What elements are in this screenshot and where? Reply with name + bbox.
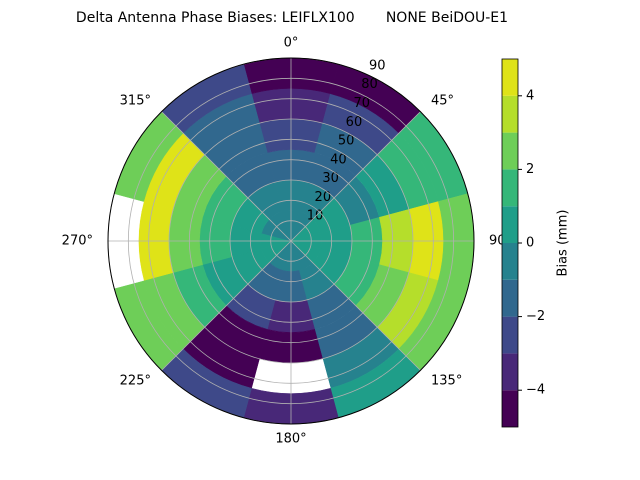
- angular-tick-label: 270°: [62, 234, 93, 249]
- angular-tick-label: 135°: [431, 374, 462, 389]
- colorbar-tick-label: −4: [526, 383, 545, 398]
- angular-tick-label: 315°: [120, 93, 151, 108]
- colorbar-band: [502, 279, 518, 317]
- colorbar-band: [502, 243, 518, 280]
- angular-tick-label: 45°: [431, 93, 454, 108]
- colorbar-band: [502, 316, 518, 354]
- colorbar-band: [502, 390, 518, 427]
- angular-grid: [161, 111, 292, 242]
- angular-grid: [290, 111, 421, 242]
- radial-tick-label: 40: [330, 152, 347, 167]
- colorbar-tick-label: −2: [526, 309, 545, 324]
- angular-grid: [161, 240, 292, 371]
- polar-frame: [107, 57, 475, 425]
- radial-tick-label: 70: [353, 96, 370, 111]
- colorbar-band: [502, 95, 518, 133]
- colorbar-band: [502, 353, 518, 391]
- angular-tick-label: 225°: [120, 374, 151, 389]
- radial-tick-label: 60: [346, 115, 363, 130]
- radial-tick-label: 50: [338, 134, 355, 149]
- radial-tick-label: 20: [315, 190, 332, 205]
- colorbar-band: [502, 169, 518, 207]
- angular-grid: [290, 240, 421, 371]
- angular-tick-label: 0°: [284, 36, 299, 51]
- colorbar-tick-label: 4: [526, 88, 534, 103]
- colorbar-tick-label: 2: [526, 162, 534, 177]
- colorbar-label: Bias (mm): [556, 210, 571, 277]
- colorbar-band: [502, 206, 518, 243]
- radial-tick-label: 90: [369, 58, 386, 73]
- colorbar-tick-label: 0: [526, 236, 534, 251]
- colorbar-band: [502, 132, 518, 170]
- angular-tick-label: 180°: [275, 432, 306, 447]
- chart-title: Delta Antenna Phase Biases: LEIFLX100 NO…: [76, 10, 508, 26]
- colorbar-band: [502, 59, 518, 96]
- radial-tick-label: 30: [322, 171, 339, 186]
- radial-tick-label: 80: [361, 77, 378, 92]
